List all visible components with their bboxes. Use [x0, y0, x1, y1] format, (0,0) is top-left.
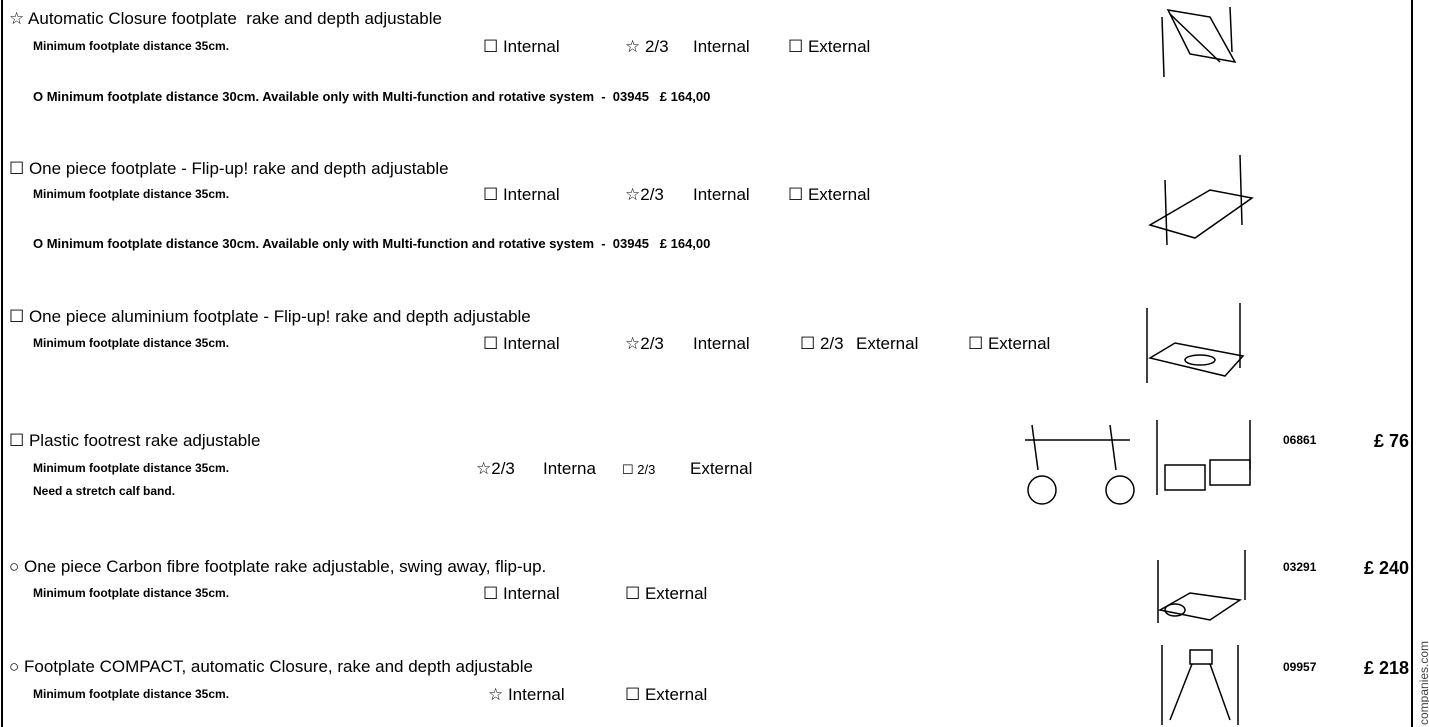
footplate-image [1161, 6, 1237, 78]
option: External [690, 459, 753, 478]
note: O Minimum footplate distance 30cm. Avail… [33, 89, 711, 104]
option: ☆2/3 [476, 459, 515, 478]
footplate-image [1156, 420, 1251, 495]
min-distance: Minimum footplate distance 35cm. [33, 187, 230, 201]
product-code: 09957 [1283, 660, 1317, 674]
option: ☐ 2/3 [622, 462, 656, 477]
min-distance: Minimum footplate distance 35cm. [33, 687, 230, 701]
option: ☐ Internal [483, 185, 560, 204]
option: ☆ 2/3 [625, 37, 669, 56]
option: ☐ 2/3 [800, 334, 844, 353]
caster-image [1025, 424, 1135, 505]
option: ☆ Internal [488, 685, 565, 704]
option: ☐ Internal [483, 37, 560, 56]
note: Need a stretch calf band. [33, 484, 176, 498]
option: Internal [693, 37, 750, 56]
option: ☐ External [625, 685, 708, 704]
product-code: 06861 [1283, 433, 1317, 447]
price: £ 240 [1363, 558, 1409, 578]
item-title: ☐ Plastic footrest rake adjustable [9, 431, 261, 450]
side-text: companies.com [1417, 640, 1429, 725]
footplate-image [1157, 550, 1246, 623]
item-title: ☐ One piece footplate - Flip-up! rake an… [9, 159, 449, 178]
option: ☐ External [788, 185, 871, 204]
option: Internal [693, 334, 750, 353]
item-title: ○ Footplate COMPACT, automatic Closure, … [9, 657, 533, 676]
item-title: ○ One piece Carbon fibre footplate rake … [9, 557, 547, 576]
min-distance: Minimum footplate distance 35cm. [33, 39, 230, 53]
option: Interna [543, 459, 596, 478]
item-title: ☐ One piece aluminium footplate - Flip-u… [9, 307, 531, 326]
product-code: 03291 [1283, 560, 1317, 574]
option: ☐ External [788, 37, 871, 56]
option: ☐ External [625, 584, 708, 603]
min-distance: Minimum footplate distance 35cm. [33, 461, 230, 475]
option: External [856, 334, 919, 353]
option: ☐ External [968, 334, 1051, 353]
price: £ 218 [1363, 658, 1409, 678]
option: ☆2/3 [625, 185, 664, 204]
footplate-image [1161, 645, 1239, 725]
min-distance: Minimum footplate distance 35cm. [33, 586, 230, 600]
min-distance: Minimum footplate distance 35cm. [33, 336, 230, 350]
price: £ 76 [1373, 431, 1409, 451]
option: Internal [693, 185, 750, 204]
item-title: ☆ Automatic Closure footplate rake and d… [9, 9, 442, 28]
option: ☐ Internal [483, 584, 560, 603]
option: ☐ Internal [483, 334, 560, 353]
footplate-image [1148, 154, 1254, 246]
footplate-image [1146, 303, 1245, 383]
option: ☆2/3 [625, 334, 664, 353]
note: O Minimum footplate distance 30cm. Avail… [33, 236, 711, 251]
